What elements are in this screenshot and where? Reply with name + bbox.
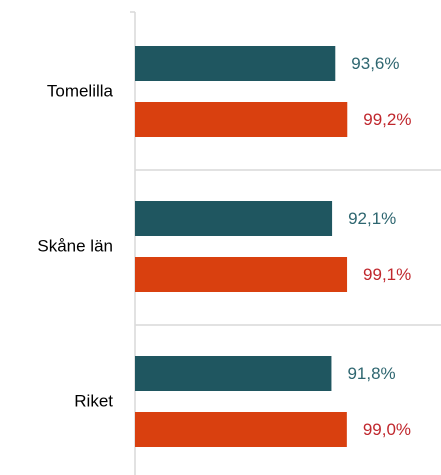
bar: [135, 356, 332, 391]
category-label: Tomelilla: [47, 81, 114, 100]
category-label: Riket: [74, 391, 113, 410]
value-label: 92,1%: [348, 209, 396, 228]
value-label: 91,8%: [347, 364, 395, 383]
value-label: 93,6%: [351, 54, 399, 73]
bar: [135, 102, 348, 137]
value-label: 99,0%: [363, 420, 411, 439]
bar: [135, 412, 347, 447]
value-label: 99,2%: [363, 110, 411, 129]
value-label: 99,1%: [363, 265, 411, 284]
bar: [135, 46, 336, 81]
category-label: Skåne län: [37, 236, 113, 255]
bar: [135, 201, 333, 236]
bar: [135, 257, 348, 292]
